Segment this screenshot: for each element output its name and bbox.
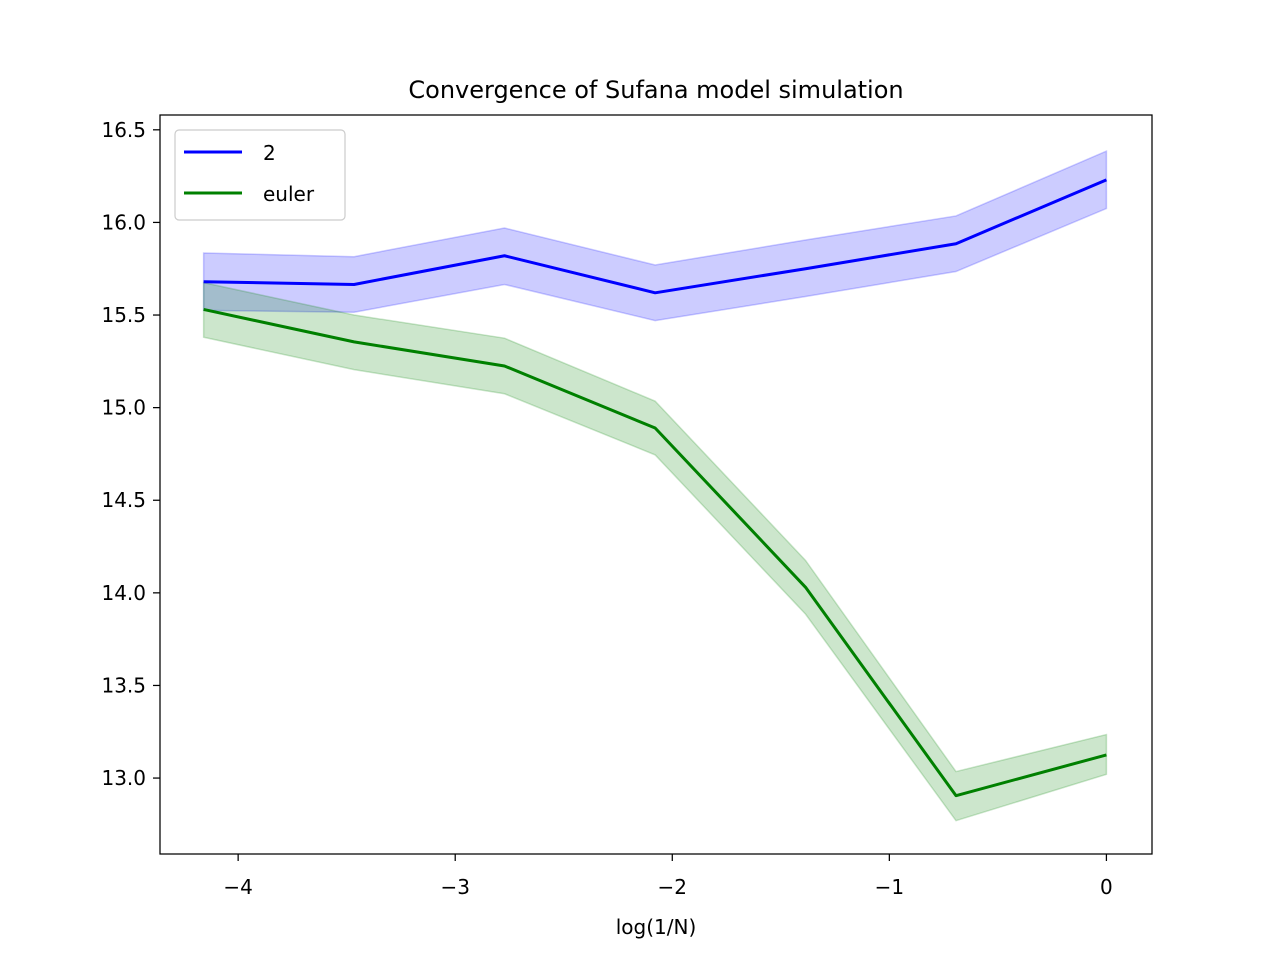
x-tick-label: 0 [1100,875,1113,899]
y-tick-label: 15.0 [101,396,146,420]
legend: 2 euler [174,129,346,221]
y-tick-label: 13.5 [101,673,146,697]
x-tick-label: −1 [875,875,904,899]
y-axis: 13.0 13.5 14.0 14.5 15.0 15.5 16.0 16.5 [101,118,160,790]
y-tick-label: 16.0 [101,210,146,234]
x-tick-label: −4 [223,875,252,899]
y-tick-label: 16.5 [101,118,146,142]
plot-area-frame [159,114,1153,855]
x-axis: −4 −3 −2 −1 0 [223,854,1113,899]
x-axis-title: log(1/N) [616,915,697,939]
x-tick-label: −3 [440,875,469,899]
y-tick-label: 13.0 [101,766,146,790]
confidence-bands [202,149,1108,822]
legend-label-series-euler: euler [263,182,315,206]
chart-title: Convergence of Sufana model simulation [408,76,903,104]
band-series-euler [202,281,1108,822]
x-tick-label: −2 [658,875,687,899]
band-series-2 [202,149,1108,322]
y-tick-label: 14.5 [101,488,146,512]
y-tick-label: 15.5 [101,303,146,327]
legend-label-series-2: 2 [263,141,276,165]
y-tick-label: 14.0 [101,581,146,605]
series-lines [203,178,1108,798]
legend-frame [174,129,346,221]
